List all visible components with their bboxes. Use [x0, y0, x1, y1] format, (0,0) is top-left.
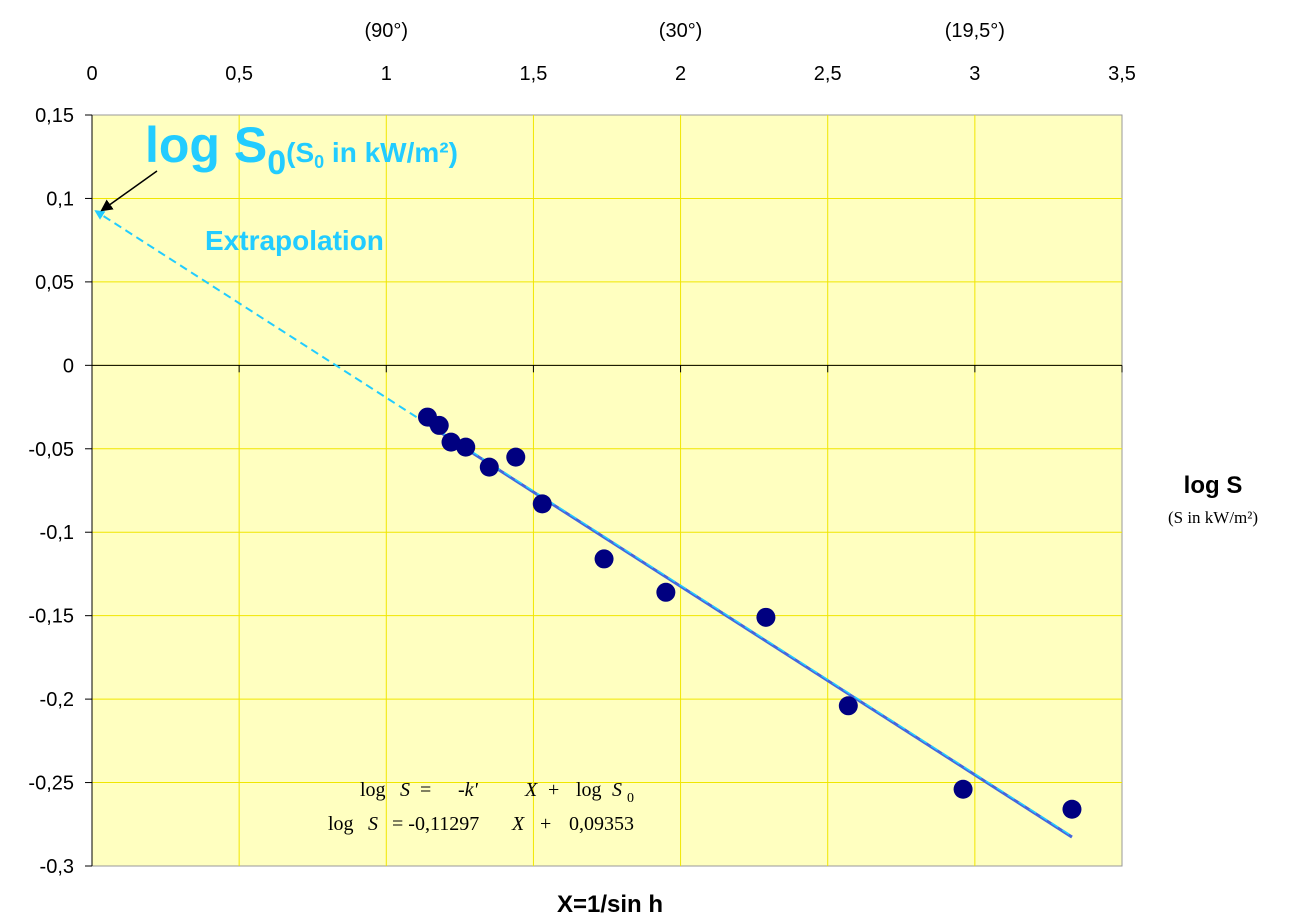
fit-line-overlay: [427, 422, 1073, 837]
data-point: [656, 582, 676, 602]
extrapolation-label: Extrapolation: [205, 225, 384, 256]
y-tick-label: 0,05: [35, 272, 74, 294]
equation-line-1: log S = -k' X + log S 0: [360, 779, 634, 806]
plot-area: [91, 114, 1123, 867]
data-point: [838, 696, 858, 716]
data-point: [506, 447, 526, 467]
angle-label: (90°): [364, 20, 408, 42]
y-tick-label: 0,1: [46, 188, 74, 210]
data-point: [429, 415, 449, 435]
data-point: [1062, 799, 1082, 819]
intercept-arrow: [100, 170, 158, 212]
extrapolation-line: [94, 210, 429, 426]
y-tick-labels: 0,15 0,1 0,05 0 -0,05 -0,1 -0,15 -0,2 -0,25 -0,3: [28, 105, 74, 878]
x-tick-label: 2: [675, 63, 686, 85]
y-tick-label: -0,15: [28, 606, 74, 628]
y-tick-label: -0,3: [40, 856, 74, 878]
x-tick-label: 3,5: [1108, 63, 1136, 85]
x-tick-label: 0: [86, 63, 97, 85]
data-point: [953, 779, 973, 799]
equation-line-2: log S = -0,11297 X + 0,09353: [328, 813, 634, 835]
x-tick-labels: 0 0,5 1 1,5 2 2,5 3 3,5: [86, 63, 1135, 85]
y-tick-label: -0,25: [28, 773, 74, 795]
y-axis-unit: (S in kW/m²): [1168, 508, 1258, 527]
data-point: [594, 549, 614, 569]
fit-line: [426, 422, 1073, 839]
y-tick-label: -0,1: [40, 522, 74, 544]
x-tick-label: 3: [969, 63, 980, 85]
y-tick-label: -0,2: [40, 689, 74, 711]
fit-lines: [94, 210, 1073, 839]
y-tick-label: -0,05: [28, 439, 74, 461]
angle-labels: (90°) (30°) (19,5°): [364, 20, 1004, 42]
y-tick-label: 0,15: [35, 105, 74, 127]
axes: [85, 114, 1123, 867]
data-point: [456, 437, 476, 457]
intercept-label: log S0(S0 in kW/m²): [145, 117, 458, 182]
annotations: [100, 170, 158, 212]
x-axis-label: X=1/sin h: [557, 891, 663, 918]
x-tick-label: 0,5: [225, 63, 253, 85]
data-point: [532, 494, 552, 514]
x-tick-label: 1,5: [520, 63, 548, 85]
data-point: [756, 607, 776, 627]
x-tick-label: 2,5: [814, 63, 842, 85]
angle-label: (30°): [659, 20, 703, 42]
data-points: [417, 407, 1082, 819]
angle-label: (19,5°): [945, 20, 1005, 42]
data-point: [479, 457, 499, 477]
y-tick-label: 0: [63, 355, 74, 377]
y-axis-label: log S: [1184, 472, 1243, 499]
x-tick-label: 1: [381, 63, 392, 85]
data-point: [441, 432, 461, 452]
